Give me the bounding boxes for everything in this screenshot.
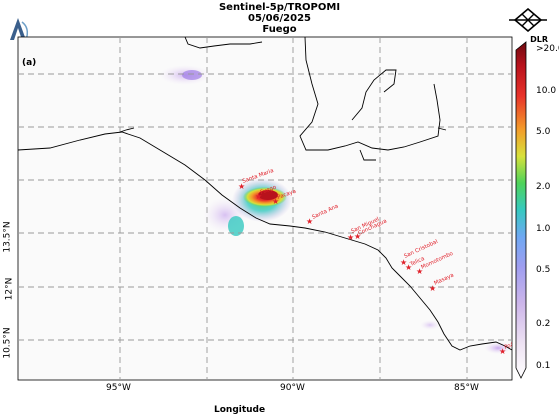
- volcano-marker-icon: ★: [306, 217, 313, 226]
- volcano-label: Fuego: [260, 184, 278, 196]
- panel-label: (a): [22, 58, 37, 68]
- x-tick-label: 95°W: [106, 383, 131, 393]
- colorbar-tick: 0.1: [536, 361, 551, 371]
- volcano-label: Poás: [503, 340, 517, 351]
- colorbar: [515, 41, 527, 379]
- x-tick-label: 90°W: [280, 383, 305, 393]
- volcano-marker-icon: ★: [499, 347, 506, 356]
- volcano-marker-icon: ★: [400, 258, 407, 267]
- colorbar-tick: 2.0: [536, 182, 551, 192]
- x-axis-label: Longitude: [214, 405, 266, 415]
- volcano-marker-icon: ★: [347, 233, 354, 242]
- volcano-marker-icon: ★: [405, 263, 412, 272]
- y-tick-label: 12°N: [4, 277, 15, 301]
- title-line-volcano: Fuego: [262, 24, 297, 35]
- lat-lon-grid: [18, 37, 512, 380]
- colorbar-tick: 10.0: [536, 86, 557, 96]
- volcano-marker-icon: ★: [272, 197, 279, 206]
- coastline: [18, 37, 512, 351]
- faint-so2-patch: [484, 342, 512, 354]
- dlr-emblem-icon: [509, 7, 547, 33]
- colorbar-tick: 0.5: [536, 265, 551, 275]
- so2-plume-tail: [228, 216, 244, 236]
- volcano-marker-icon: ★: [238, 182, 245, 191]
- faint-so2-patch: [182, 70, 202, 80]
- dlr-logo: DLR: [508, 7, 548, 44]
- volcano-marker-icon: ★: [255, 192, 262, 201]
- faint-so2-patch: [420, 320, 440, 330]
- colorbar-tick: >20.0: [536, 44, 559, 54]
- colorbar-tick: 1.0: [536, 224, 551, 234]
- colorbar-tick: 5.0: [536, 127, 551, 137]
- title-line-date: 05/06/2025: [248, 13, 311, 24]
- colorbar-tick: 0.2: [536, 319, 551, 329]
- volcano-marker-icon: ★: [354, 232, 361, 241]
- y-tick-label: 13.5°N: [2, 221, 13, 253]
- dlr-logo-text: DLR: [530, 35, 548, 44]
- y-tick-label: 10.5°N: [2, 327, 13, 359]
- x-tick-label: 85°W: [454, 383, 479, 393]
- volcano-marker-icon: ★: [416, 267, 423, 276]
- so2-plume-peak: [258, 190, 278, 200]
- volcano-marker-icon: ★: [429, 284, 436, 293]
- title-line-instrument: Sentinel-5p/TROPOMI: [218, 2, 341, 13]
